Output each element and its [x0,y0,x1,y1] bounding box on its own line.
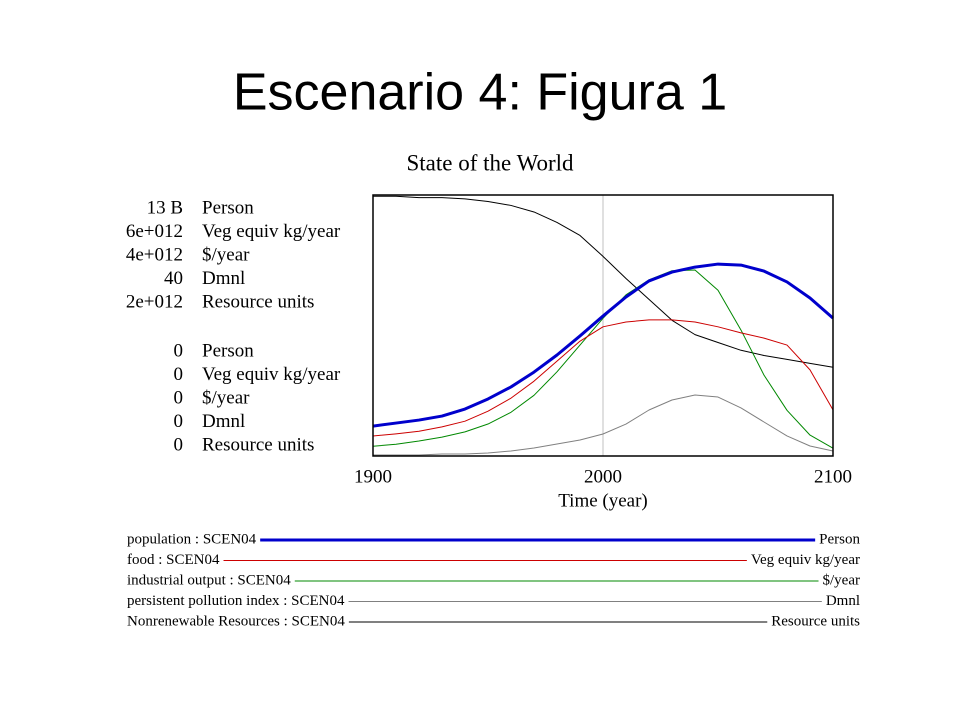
y-scale-label: 0 [174,434,184,455]
y-scale-unit: $/year [202,244,250,265]
legend-label: food : SCEN04 [127,552,220,568]
chart-title: State of the World [407,150,574,175]
y-scale-label: 0 [174,387,184,408]
x-tick-label: 2000 [584,466,622,487]
y-scale-unit: $/year [202,387,250,408]
series-line [372,269,834,449]
y-scale-label: 6e+012 [126,221,183,242]
legend-label: Nonrenewable Resources : SCEN04 [127,613,345,629]
legend-label: population : SCEN04 [127,531,257,547]
x-axis-label: Time (year) [558,490,648,511]
plot [372,195,834,456]
y-scale-unit: Resource units [202,434,314,455]
legend-label: persistent pollution index : SCEN04 [127,593,345,609]
y-scale-label: 13 B [147,197,183,218]
y-scale-unit: Person [202,197,254,218]
legend-unit: Person [819,531,860,547]
legend-unit: $/year [823,572,860,588]
slide-title: Escenario 4: Figura 1 [233,64,727,122]
y-scale-label: 40 [164,268,183,289]
y-scale-unit: Dmnl [202,268,245,289]
y-scale-label: 0 [174,340,184,361]
series-line [372,319,834,437]
y-scale-unit: Veg equiv kg/year [202,364,341,385]
y-scale-unit: Dmnl [202,411,245,432]
legend-unit: Veg equiv kg/year [751,552,860,568]
x-tick-label: 2100 [814,466,852,487]
legend-unit: Resource units [771,613,860,629]
y-scale-unit: Veg equiv kg/year [202,221,341,242]
series-line [373,394,834,456]
y-scale-label: 4e+012 [126,244,183,265]
series-line [372,262,834,428]
series-line [373,195,834,368]
y-scale-label: 0 [174,411,184,432]
plot-frame [372,194,834,457]
x-tick-label: 1900 [354,466,392,487]
y-scale-label: 0 [174,364,184,385]
legend-unit: Dmnl [826,593,860,609]
y-scale-unit: Resource units [202,291,314,312]
y-scale-unit: Person [202,340,254,361]
y-scale-label: 2e+012 [126,291,183,312]
legend-label: industrial output : SCEN04 [127,572,291,588]
